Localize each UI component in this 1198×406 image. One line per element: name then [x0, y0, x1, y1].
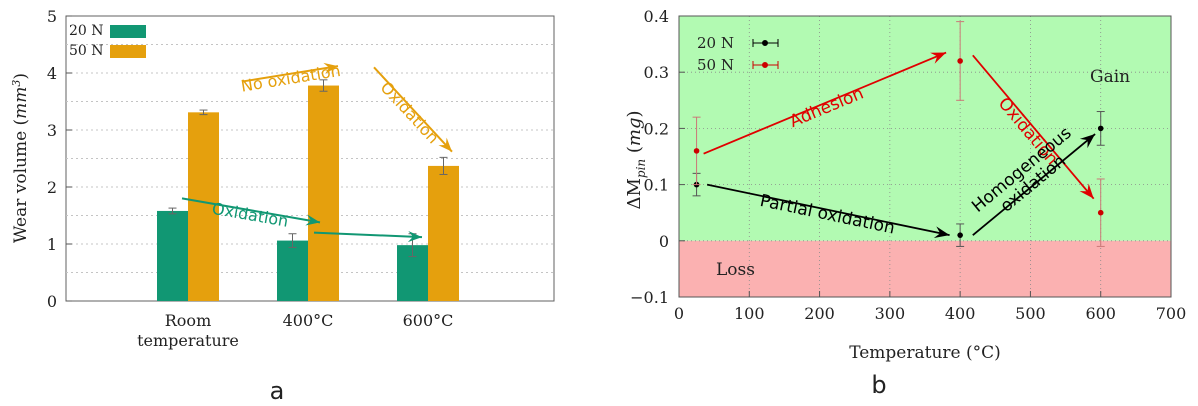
- legend-label-20n: 20 N: [69, 23, 104, 39]
- legend-swatch-20n: [110, 25, 146, 38]
- region-label-gain: Gain: [1090, 67, 1130, 87]
- bar-50n: [188, 112, 219, 301]
- panel-a-y-ticks: 0 1 2 3 4 5: [47, 7, 72, 311]
- y-tick-label: 5: [47, 7, 57, 26]
- panel-b-x-axis-label: Temperature (°C): [849, 343, 1001, 363]
- y-tick-label: 0: [47, 292, 57, 311]
- legend-label-20n: 20 N: [697, 34, 734, 52]
- y-tick-label: 2: [47, 178, 57, 197]
- y-tick-label: 0.4: [644, 7, 669, 26]
- x-tick-label: 0: [674, 304, 684, 323]
- x-tick-label: 300: [875, 304, 906, 323]
- legend-swatch-50n: [110, 45, 146, 58]
- bar-50n: [308, 85, 339, 301]
- x-tick-label: 600°C: [403, 311, 454, 330]
- panel-b-gridlines: [679, 16, 1171, 297]
- y-tick-label: 1: [47, 235, 57, 254]
- x-tick-label: Room: [165, 311, 211, 330]
- error-bar: [439, 156, 448, 175]
- y-tick-label: 0: [659, 232, 669, 251]
- bar-50n: [428, 165, 459, 301]
- y-tick-label: 0.3: [644, 63, 669, 82]
- x-tick-label: 700: [1156, 304, 1187, 323]
- panel-b-mass-change-chart: −0.1 0 0.1 0.2 0.3 0.4 0 100 200 300 400 500 600 700…: [624, 7, 1186, 399]
- panel-b-x-ticks: 0 100 200 300 400 500 600 700: [674, 291, 1186, 323]
- error-bar: [319, 79, 328, 92]
- panel-b-legend: 20 N 50 N: [697, 34, 779, 74]
- panel-b-loss-region: [679, 240, 1171, 297]
- x-tick-label: 500: [1015, 304, 1046, 323]
- panel-b-y-ticks: −0.1 0 0.1 0.2 0.3 0.4: [630, 7, 685, 307]
- data-point-20n: [1096, 111, 1105, 146]
- panel-a-bars: [157, 79, 459, 301]
- data-point-50n: [692, 116, 701, 186]
- y-tick-label: 4: [47, 64, 57, 83]
- panel-a-legend: 20 N 50 N: [69, 23, 146, 59]
- panel-b-data-points: [692, 21, 1105, 247]
- error-bar: [199, 109, 208, 116]
- data-point-20n: [956, 223, 965, 247]
- panel-a-label: a: [270, 377, 285, 405]
- y-tick-label: −0.1: [630, 288, 669, 307]
- legend-marker-20n: [752, 39, 779, 47]
- x-tick-label: temperature: [137, 331, 239, 350]
- error-bar: [288, 233, 297, 248]
- panel-b-y-axis-label: ΔMpin (mg): [624, 110, 648, 209]
- x-tick-label: 100: [734, 304, 765, 323]
- x-tick-label: 400°C: [283, 311, 334, 330]
- x-tick-label: 600: [1085, 304, 1116, 323]
- bar-20n: [157, 210, 188, 301]
- x-tick-label: 200: [804, 304, 835, 323]
- x-tick-label: 400: [945, 304, 976, 323]
- legend-label-50n: 50 N: [69, 43, 104, 59]
- y-tick-label: 0.2: [644, 119, 669, 138]
- region-label-loss: Loss: [716, 260, 755, 280]
- annotation-arrow: [313, 231, 423, 243]
- y-tick-label: 0.1: [644, 176, 669, 195]
- panel-a-y-axis-label: Wear volume (mm3): [10, 73, 31, 243]
- legend-marker-50n: [752, 61, 779, 69]
- legend-label-50n: 50 N: [697, 56, 734, 74]
- bar-20n: [277, 240, 308, 301]
- error-bar: [168, 207, 177, 215]
- panel-b-plot-frame: [678, 15, 1172, 298]
- data-point-50n: [956, 21, 965, 101]
- panel-a-gridlines: [66, 44, 554, 273]
- panel-b-gain-region: [679, 16, 1171, 241]
- panel-b-label: b: [871, 371, 886, 399]
- data-point-50n: [1096, 178, 1105, 247]
- y-tick-label: 3: [47, 121, 57, 140]
